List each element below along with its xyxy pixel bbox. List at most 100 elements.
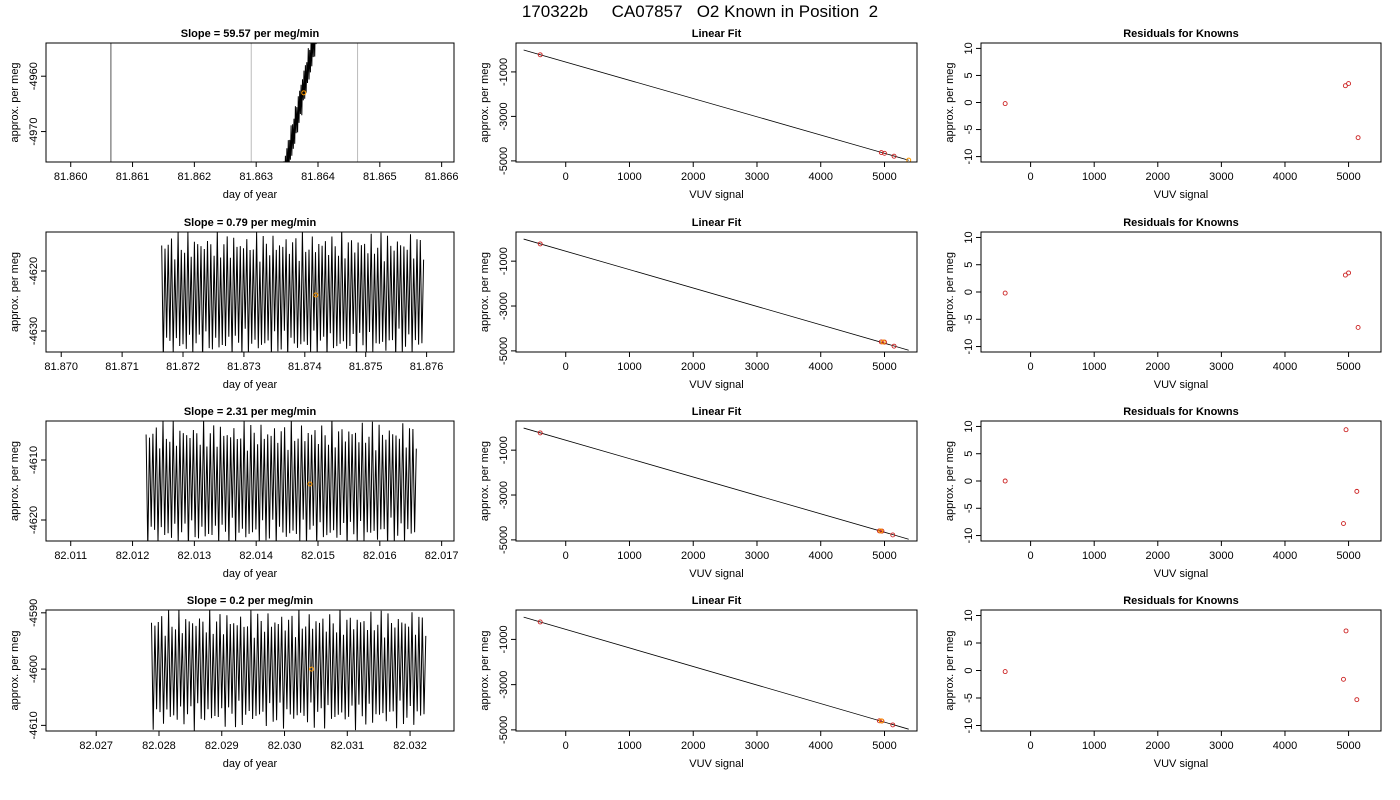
plot-frame — [45, 42, 455, 163]
plot-body — [161, 232, 425, 352]
y-tick-label: 5 — [963, 640, 975, 646]
data-point — [876, 718, 882, 724]
y-tick-label: 10 — [963, 609, 975, 621]
x-tick-label: 82.027 — [79, 740, 113, 752]
x-tick-label: 0 — [563, 550, 569, 562]
y-axis-label: approx. per meg — [479, 62, 491, 142]
chart-title: Linear Fit — [692, 28, 742, 40]
x-tick-label: 1000 — [617, 740, 641, 752]
data-point — [1002, 101, 1008, 107]
x-tick-label: 81.876 — [410, 361, 444, 373]
x-axis-label: VUV signal — [1154, 568, 1208, 580]
y-axis-label: approx. per meg — [9, 630, 21, 710]
chart-title: Slope = 0.2 per meg/min — [187, 595, 314, 607]
signal-trace — [145, 421, 417, 541]
fit-line — [523, 616, 909, 730]
y-tick-label: 0 — [963, 289, 975, 295]
x-tick-label: 82.031 — [330, 740, 364, 752]
plot-frame — [980, 609, 1382, 732]
x-tick-label: 1000 — [617, 550, 641, 562]
x-tick-label: 81.875 — [349, 361, 383, 373]
y-tick-label: -10 — [963, 339, 975, 355]
y-tick-label: -5 — [963, 503, 975, 513]
x-axis-label: VUV signal — [689, 189, 743, 201]
x-axis-label: VUV signal — [1154, 189, 1208, 201]
x-tick-label: 5000 — [872, 740, 896, 752]
chart-title: Slope = 59.57 per meg/min — [181, 28, 320, 40]
x-tick-label: 3000 — [745, 550, 769, 562]
x-tick-label: 4000 — [1273, 361, 1297, 373]
chart-panel-3-1: Slope = 2.31 per meg/min 82.011 82.012 82.0… — [9, 406, 458, 580]
data-point — [890, 532, 896, 538]
x-tick-label: 3000 — [1209, 361, 1233, 373]
y-axis-label: approx. per meg — [944, 630, 956, 710]
data-point — [882, 150, 887, 156]
x-tick-label: 2000 — [1146, 171, 1170, 183]
x-tick-label: 3000 — [745, 361, 769, 373]
y-tick-label: -10 — [963, 149, 975, 165]
x-tick-label: 1000 — [617, 171, 641, 183]
data-point — [1354, 488, 1360, 494]
data-point — [1342, 272, 1348, 278]
x-tick-label: 4000 — [808, 171, 832, 183]
x-axis-label: VUV signal — [689, 758, 743, 770]
plot-frame — [515, 42, 918, 163]
x-tick-label: 3000 — [1209, 171, 1233, 183]
data-point — [537, 619, 543, 625]
x-tick-label: 81.864 — [301, 171, 335, 183]
x-tick-label: 2000 — [681, 361, 705, 373]
y-axis-label: approx. per meg — [944, 62, 956, 142]
data-point — [1002, 478, 1008, 484]
x-tick-label: 82.017 — [425, 550, 459, 562]
x-tick-label: 81.871 — [105, 361, 139, 373]
x-tick-label: 3000 — [745, 740, 769, 752]
x-tick-label: 0 — [1028, 740, 1034, 752]
fit-line — [523, 49, 909, 161]
x-tick-label: 82.028 — [142, 740, 176, 752]
chart-panel-3-2: Linear Fit 0 1000 2000 3000 4000 5000 -5000 -300… — [479, 406, 918, 580]
y-axis-label: approx. per meg — [944, 252, 956, 332]
data-point — [878, 339, 884, 345]
x-tick-label: 5000 — [1336, 171, 1360, 183]
x-tick-label: 81.863 — [239, 171, 273, 183]
x-tick-label: 0 — [563, 171, 569, 183]
y-tick-label: -10 — [963, 528, 975, 544]
y-tick-label: -4620 — [28, 257, 40, 285]
chart-panel-4-3: Residuals for Knowns 0 1000 2000 3000 4000 500… — [944, 595, 1382, 770]
data-point — [1355, 135, 1361, 141]
x-axis-label: day of year — [223, 758, 278, 770]
y-axis-label: approx. per meg — [9, 62, 21, 142]
fit-line — [523, 427, 909, 540]
sample-mark — [878, 528, 884, 534]
x-tick-label: 5000 — [1336, 361, 1360, 373]
data-point — [537, 52, 543, 58]
chart-panel-2-2: Linear Fit 0 1000 2000 3000 4000 5000 -5000 -300… — [479, 217, 918, 391]
plot-body — [523, 427, 909, 540]
x-tick-label: 1000 — [1082, 361, 1106, 373]
signal-trace — [161, 232, 425, 352]
y-tick-label: -1000 — [498, 625, 510, 653]
chart-panel-2-1: Slope = 0.79 per meg/min 81.870 81.871 81.8… — [9, 217, 455, 391]
x-axis-label: day of year — [223, 379, 278, 391]
plot-body — [1002, 270, 1361, 330]
x-axis-label: day of year — [223, 568, 278, 580]
y-tick-label: 5 — [963, 451, 975, 457]
signal-trace — [283, 43, 317, 162]
x-tick-label: 5000 — [872, 550, 896, 562]
y-tick-label: -1000 — [498, 247, 510, 275]
plot-frame — [515, 231, 918, 353]
x-tick-label: 0 — [1028, 550, 1034, 562]
plot-body — [151, 610, 427, 731]
y-tick-label: 5 — [963, 262, 975, 268]
data-point — [1341, 676, 1346, 682]
x-tick-label: 1000 — [1082, 171, 1106, 183]
y-tick-label: -1000 — [498, 58, 510, 86]
y-tick-label: 0 — [963, 667, 975, 673]
plot-frame — [980, 420, 1382, 542]
x-tick-label: 81.870 — [44, 361, 78, 373]
x-tick-label: 81.865 — [363, 171, 397, 183]
sample-mark — [906, 157, 912, 162]
plot-frame — [45, 609, 455, 732]
